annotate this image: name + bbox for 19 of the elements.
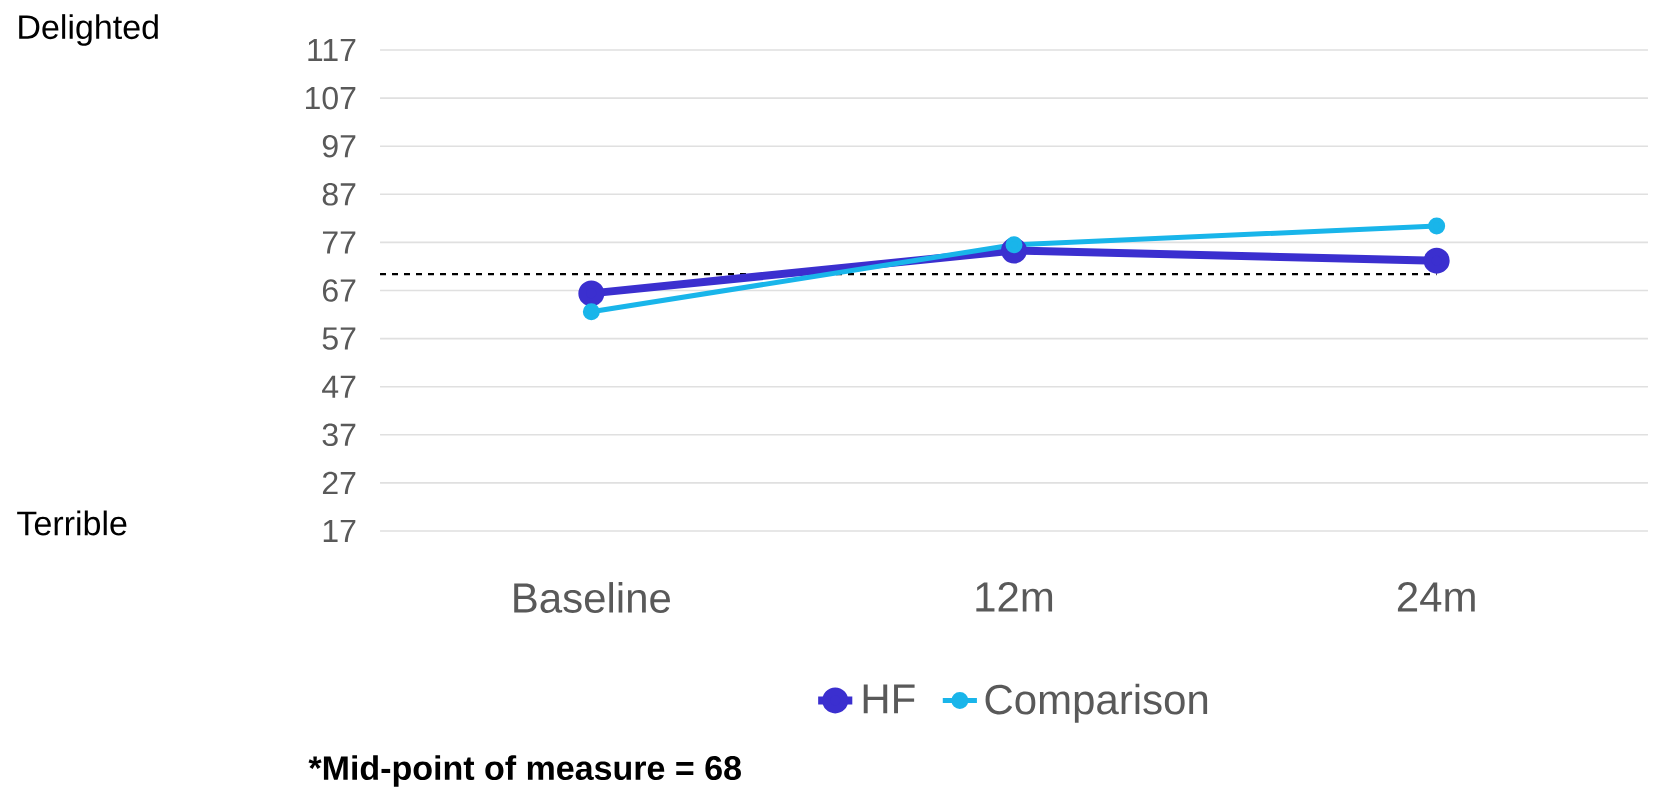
y-tick-label: 57 <box>322 327 356 350</box>
x-tick-label: 12m <box>976 582 1053 612</box>
y-tick-label: 27 <box>322 471 356 495</box>
legend-label: HF <box>863 684 915 714</box>
y-tick-label: 107 <box>306 86 356 110</box>
y-tick-label: 97 <box>322 134 356 158</box>
y-tick-label: 87 <box>322 182 356 206</box>
y-tick-label: 47 <box>322 375 356 398</box>
y-tick-label: 67 <box>322 279 356 302</box>
y-tick-label: 117 <box>308 38 356 61</box>
y-tick-label: 17 <box>323 519 356 542</box>
y-tick-label: 77 <box>322 231 356 254</box>
x-tick-label: 24m <box>1397 582 1475 612</box>
x-tick-label: Baseline <box>514 582 670 613</box>
y-tick-label: 37 <box>322 423 356 447</box>
text: Delighted <box>19 14 158 46</box>
text: *Mid-point of measure = 68 <box>308 755 741 787</box>
text: Terrible <box>17 510 127 536</box>
legend-label: Comparison <box>985 683 1208 723</box>
